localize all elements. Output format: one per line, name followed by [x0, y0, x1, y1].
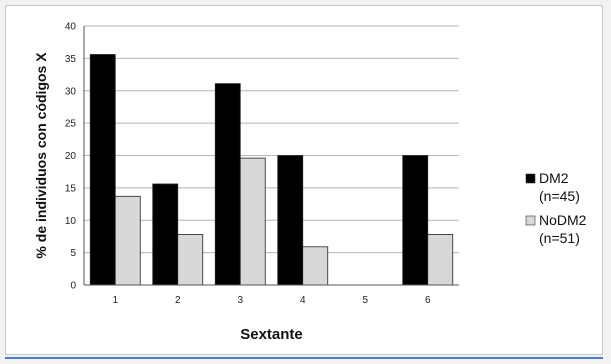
gridlines [84, 25, 459, 254]
y-tick-label: 30 [65, 86, 77, 97]
x-tick-label: 1 [112, 295, 118, 306]
bar-DM2-3 [214, 83, 241, 286]
y-tick-label: 20 [65, 151, 77, 162]
legend-swatch-DM2 [525, 173, 536, 184]
x-tick-label: 2 [175, 295, 181, 306]
y-tick-label: 0 [70, 281, 76, 292]
y-tick-label: 10 [65, 216, 77, 227]
x-tick-label: 6 [425, 295, 431, 306]
x-axis-title: Sextante [240, 326, 303, 343]
y-tick-label: 25 [65, 119, 77, 130]
axes [83, 26, 459, 286]
legend-label-NoDM2: NoDM2 [539, 212, 587, 228]
x-tick-labels: 1 2 3 4 5 6 [112, 295, 431, 306]
y-tick-labels: 0 5 10 15 20 25 30 35 40 [65, 22, 77, 292]
bar-NoDM2-2 [177, 234, 204, 286]
bar-NoDM2-6 [427, 234, 454, 286]
x-tick-label: 5 [362, 295, 368, 306]
bar-DM2-1 [89, 54, 116, 286]
x-tick-label: 4 [300, 295, 306, 306]
bottom-accent-rule [5, 357, 603, 359]
bar-NoDM2-1 [114, 195, 141, 286]
y-tick-label: 5 [70, 248, 76, 259]
bars [89, 54, 454, 286]
bar-DM2-2 [152, 183, 179, 286]
y-axis-title: % de individuos con códigos X [33, 52, 49, 259]
x-tick-label: 3 [237, 295, 243, 306]
bar-DM2-6 [402, 155, 429, 286]
chart-frame: 0 5 10 15 20 25 30 35 40 1 2 3 4 5 6 % de individuos … [5, 5, 603, 355]
y-tick-label: 15 [65, 183, 77, 194]
legend-label-DM2: DM2 [539, 170, 569, 186]
bar-chart: 0 5 10 15 20 25 30 35 40 1 2 3 4 5 6 % de individuos … [33, 22, 587, 344]
legend-count-DM2: (n=45) [539, 188, 580, 204]
y-tick-label: 40 [65, 22, 77, 33]
bar-NoDM2-3 [239, 157, 266, 286]
y-tick-label: 35 [65, 54, 77, 65]
legend-count-NoDM2: (n=51) [539, 230, 580, 246]
legend: DM2 (n=45) NoDM2 (n=51) [525, 170, 587, 246]
bar-NoDM2-4 [302, 246, 329, 286]
bar-DM2-4 [277, 155, 304, 286]
legend-swatch-NoDM2 [525, 215, 536, 226]
